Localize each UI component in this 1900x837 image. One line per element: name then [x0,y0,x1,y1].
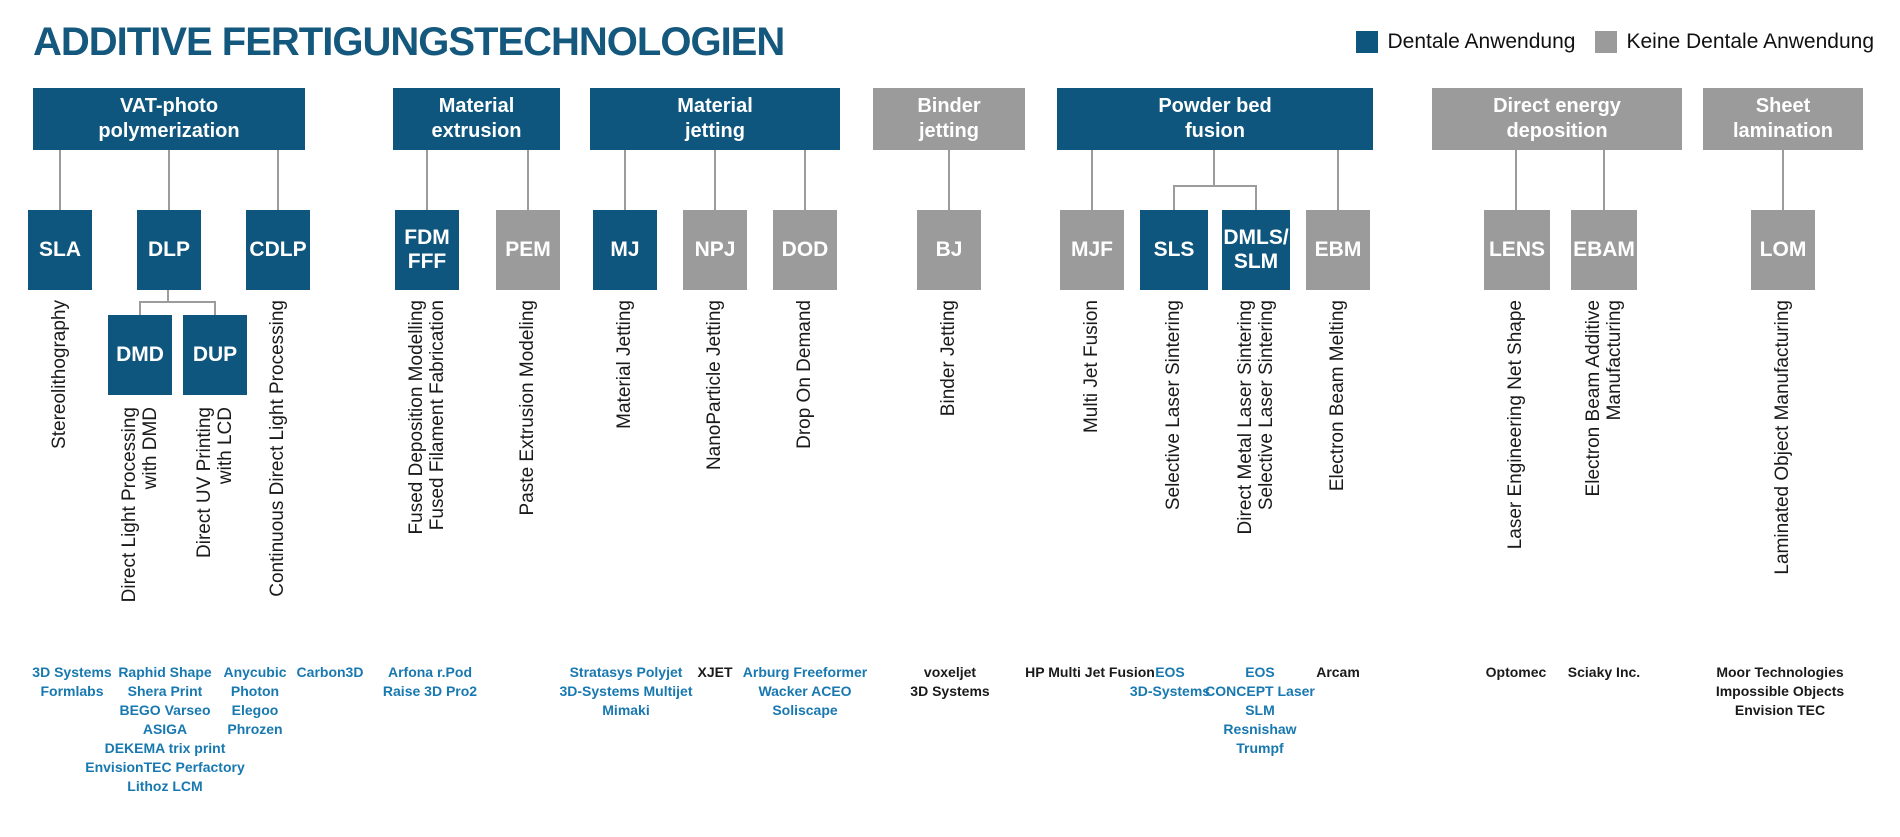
method-label-mj: Material Jetting [614,300,635,429]
method-label-sla: Stereolithography [49,300,70,449]
legend-label-non-dental: Keine Dentale Anwendung [1626,30,1874,53]
node-box-lom: LOM [1751,210,1815,290]
node-box-dup: DUP [183,315,247,395]
connector [714,150,716,210]
connector [1337,150,1339,210]
connector [426,150,428,210]
companies-ebm: Arcam [1316,664,1360,680]
connector [1603,150,1605,210]
companies-bj: voxeljet 3D Systems [910,664,990,699]
category-box-powder-bed-fusion: Powder bed fusion [1057,88,1373,150]
method-label-ebam: Electron Beam Additive Manufacturing [1583,300,1625,497]
node-box-ebm: EBM [1306,210,1370,290]
method-label-npj: NanoParticle Jetting [704,300,725,471]
node-box-npj: NPJ [683,210,747,290]
node-box-lens: LENS [1484,210,1550,290]
non-dental-color-swatch [1595,31,1618,53]
connector [1091,150,1093,210]
node-box-dlp: DLP [137,210,201,290]
node-box-sls: SLS [1140,210,1208,290]
method-label-mjf: Multi Jet Fusion [1081,300,1102,434]
companies-dmd: Raphid Shape Shera Print BEGO Varseo ASIGA D… [85,664,245,794]
node-box-sla: SLA [28,210,92,290]
connector [1213,150,1215,186]
companies-dmls-slm: EOS CONCEPT Laser SLM Resnishaw Trumpf [1205,664,1315,756]
connector [1173,186,1175,210]
companies-sla: 3D Systems Formlabs [32,664,112,699]
node-box-pem: PEM [496,210,560,290]
companies-ebam: Sciaky Inc. [1567,664,1641,680]
companies-lom: Moor Technologies Impossible Objects Envis… [1715,664,1845,718]
node-box-mjf: MJF [1060,210,1124,290]
companies-sls: EOS 3D-Systems [1129,664,1211,699]
connector [624,150,626,210]
node-box-cdlp: CDLP [246,210,310,290]
node-box-fdm-fff: FDM FFF [395,210,459,290]
companies-dod: Arburg Freeformer Wacker ACEO Soliscape [742,664,868,718]
connector [139,301,216,303]
method-label-dup: Direct UV Printing with LCD [194,407,236,558]
connector [277,150,279,210]
companies-cdlp: Carbon3D [296,664,364,680]
connector [59,150,61,210]
connector [948,150,950,210]
legend-item-dental: Dentale Anwendung [1356,30,1575,54]
category-box-material-jetting: Material jetting [590,88,840,150]
node-box-bj: BJ [917,210,981,290]
page-title: ADDITIVE FERTIGUNGSTECHNOLOGIEN [33,20,785,64]
category-box-sheet-lamination: Sheet lamination [1703,88,1863,150]
method-label-lens: Laser Engineering Net Shape [1505,300,1526,550]
companies-mj: Stratasys Polyjet 3D-Systems Multijet Mima… [559,664,693,718]
connector [1173,185,1257,187]
category-box-material-extrusion: Material extrusion [393,88,560,150]
method-label-sls: Selective Laser Sintering [1163,300,1184,511]
method-label-ebm: Electron Beam Melting [1327,300,1348,492]
companies-npj: XJET [697,664,733,680]
connector [168,150,170,210]
companies-dup: Anycubic Photon Elegoo Phrozen [223,664,287,737]
node-box-dmd: DMD [108,315,172,395]
method-label-cdlp: Continuous Direct Light Processing [267,300,288,597]
node-box-ebam: EBAM [1571,210,1637,290]
method-label-dod: Drop On Demand [794,300,815,449]
connector [1515,150,1517,210]
method-label-dmd: Direct Light Processing with DMD [119,407,161,603]
companies-lens: Optomec [1485,664,1547,680]
companies-mjf: HP Multi Jet Fusion [1025,664,1155,680]
legend-label-dental: Dentale Anwendung [1387,30,1576,53]
connector [1782,150,1784,210]
connector [804,150,806,210]
category-box-direct-energy-deposition: Direct energy deposition [1432,88,1682,150]
dental-color-swatch [1356,31,1379,53]
node-box-dod: DOD [773,210,837,290]
connector [1255,186,1257,210]
companies-fdm-fff: Arfona r.Pod Raise 3D Pro2 [382,664,478,699]
connector [527,150,529,210]
node-box-dmls-slm: DMLS/SLM [1222,210,1290,290]
category-box-binder-jetting: Binder jetting [873,88,1025,150]
category-box-vat-photo-polymerization: VAT-photo polymerization [33,88,305,150]
node-box-mj: MJ [593,210,657,290]
connector [214,302,216,315]
legend-item-non-dental: Keine Dentale Anwendung [1595,30,1874,54]
method-label-pem: Paste Extrusion Modeling [517,300,538,516]
connector [139,302,141,315]
connector [167,290,169,302]
legend: Dentale Anwendung Keine Dentale Anwendun… [1356,30,1874,54]
method-label-lom: Laminated Object Manufacturing [1772,300,1793,575]
method-label-fdm-fff: Fused Deposition Modelling Fused Filament… [406,300,448,535]
method-label-bj: Binder Jetting [938,300,959,417]
method-label-dmls-slm: Direct Metal Laser Sintering Selective La… [1235,300,1277,535]
